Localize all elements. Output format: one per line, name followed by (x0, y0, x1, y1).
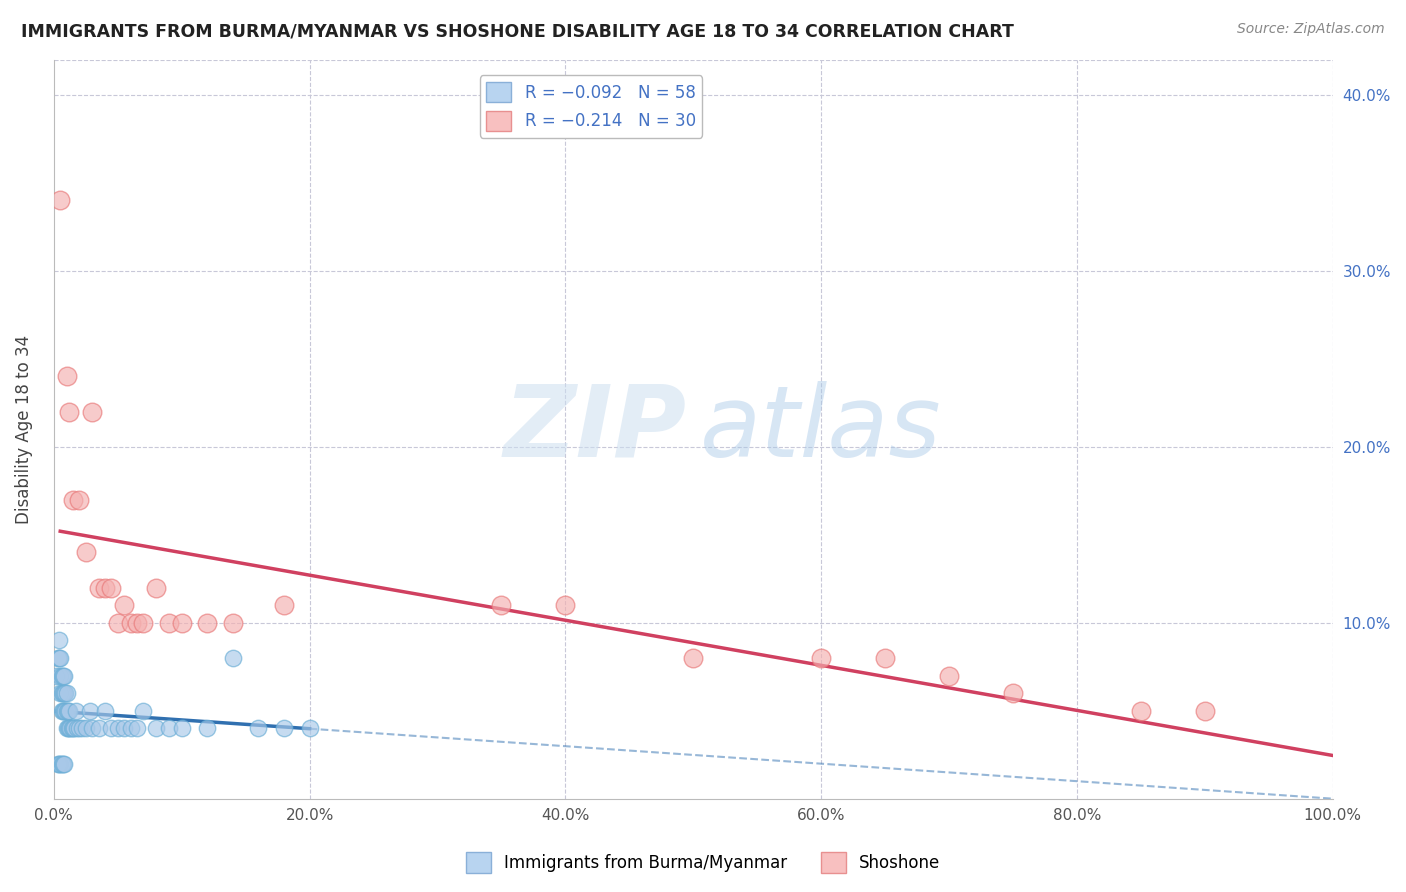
Text: atlas: atlas (700, 381, 942, 478)
Point (46, 756, 69, 771)
Point (49, 756, 72, 771)
Point (51, 668, 73, 682)
Point (145, 722, 167, 736)
Point (273, 722, 295, 736)
Point (94, 581, 117, 595)
Point (79, 704, 101, 718)
Point (51, 756, 73, 771)
Point (67, 722, 90, 736)
Point (52, 704, 75, 718)
Point (222, 651, 245, 665)
Point (157, 722, 180, 736)
Point (112, 598, 135, 612)
Point (48, 756, 70, 771)
Point (491, 598, 513, 612)
Point (65, 704, 87, 718)
Point (48, 651, 70, 665)
Text: Source: ZipAtlas.com: Source: ZipAtlas.com (1237, 22, 1385, 37)
Point (195, 615, 218, 630)
Point (112, 722, 135, 736)
Point (107, 722, 129, 736)
Point (1002, 686, 1025, 700)
Point (82, 722, 104, 736)
Point (298, 722, 321, 736)
Point (682, 651, 704, 665)
Point (82, 404, 104, 418)
Point (67, 492, 90, 507)
Y-axis label: Disability Age 18 to 34: Disability Age 18 to 34 (15, 334, 32, 524)
Point (63, 722, 86, 736)
Point (170, 722, 193, 736)
Point (94, 704, 117, 718)
Point (45, 668, 67, 682)
Point (132, 615, 155, 630)
Text: ZIP: ZIP (503, 381, 688, 478)
Point (60, 722, 83, 736)
Legend: R = −0.092   N = 58, R = −0.214   N = 30: R = −0.092 N = 58, R = −0.214 N = 30 (479, 75, 703, 137)
Point (49, 668, 72, 682)
Point (132, 704, 155, 718)
Point (222, 615, 245, 630)
Point (58, 704, 80, 718)
Legend: Immigrants from Burma/Myanmar, Shoshone: Immigrants from Burma/Myanmar, Shoshone (460, 846, 946, 880)
Point (53, 704, 76, 718)
Point (55, 686, 77, 700)
Point (53, 668, 76, 682)
Text: IMMIGRANTS FROM BURMA/MYANMAR VS SHOSHONE DISABILITY AGE 18 TO 34 CORRELATION CH: IMMIGRANTS FROM BURMA/MYANMAR VS SHOSHON… (21, 22, 1014, 40)
Point (170, 615, 193, 630)
Point (75, 722, 97, 736)
Point (58, 404, 80, 418)
Point (247, 722, 270, 736)
Point (87, 581, 110, 595)
Point (554, 598, 576, 612)
Point (875, 651, 897, 665)
Point (49, 651, 72, 665)
Point (125, 722, 148, 736)
Point (107, 615, 129, 630)
Point (56, 722, 79, 736)
Point (62, 722, 84, 736)
Point (51, 686, 73, 700)
Point (53, 756, 76, 771)
Point (59, 722, 82, 736)
Point (52, 756, 75, 771)
Point (49, 686, 72, 700)
Point (53, 686, 76, 700)
Point (53, 686, 76, 700)
Point (87, 722, 110, 736)
Point (1129, 704, 1152, 718)
Point (55, 704, 77, 718)
Point (120, 722, 142, 736)
Point (157, 615, 180, 630)
Point (938, 668, 960, 682)
Point (100, 581, 122, 595)
Point (145, 581, 167, 595)
Point (46, 651, 69, 665)
Point (49, 194, 72, 208)
Point (62, 492, 84, 507)
Point (58, 722, 80, 736)
Point (55, 369, 77, 384)
Point (66, 722, 89, 736)
Point (120, 615, 142, 630)
Point (273, 598, 295, 612)
Point (100, 722, 122, 736)
Point (48, 633, 70, 648)
Point (195, 722, 218, 736)
Point (56, 704, 79, 718)
Point (70, 722, 93, 736)
Point (75, 545, 97, 559)
Point (52, 668, 75, 682)
Point (810, 651, 832, 665)
Point (1194, 704, 1216, 718)
Point (55, 722, 77, 736)
Point (125, 615, 148, 630)
Point (52, 686, 75, 700)
Point (51, 704, 73, 718)
Point (53, 704, 76, 718)
